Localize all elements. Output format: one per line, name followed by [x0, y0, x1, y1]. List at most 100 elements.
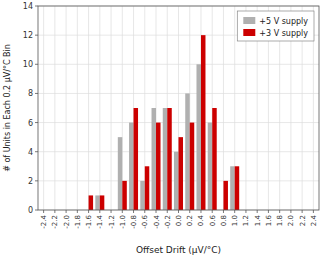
bar [167, 108, 171, 210]
y-tick [35, 122, 38, 123]
bar [196, 64, 200, 210]
x-grid-line [223, 6, 224, 210]
x-tick [268, 210, 269, 213]
x-tick-label: -1.4 [96, 214, 104, 228]
legend-swatch [243, 17, 255, 24]
bar [163, 108, 167, 210]
x-axis-label: Offset Drift (μV/°C) [136, 245, 221, 255]
x-tick [66, 210, 67, 213]
x-tick [122, 210, 123, 213]
x-tick-label: 2.4 [310, 214, 318, 226]
x-grid-line [99, 6, 100, 210]
legend-label: +5 V supply [259, 17, 308, 26]
x-tick [290, 210, 291, 213]
x-tick [200, 210, 201, 213]
x-tick [257, 210, 258, 213]
bar [235, 166, 239, 210]
x-tick-label: -1.8 [74, 215, 82, 229]
x-tick-label: -1.2 [108, 215, 116, 229]
x-tick-label: 1.0 [231, 215, 239, 226]
y-tick [35, 93, 38, 94]
x-tick [313, 210, 314, 213]
x-tick-label: 1.4 [254, 214, 262, 226]
bar [156, 123, 160, 210]
x-grid-line [54, 6, 55, 210]
bar [174, 152, 178, 210]
y-tick-label: 2 [28, 177, 33, 186]
x-grid-line [66, 6, 67, 210]
x-tick [178, 210, 179, 213]
x-grid-line [43, 6, 44, 210]
bar [152, 108, 156, 210]
x-tick [223, 210, 224, 213]
y-tick-label: 14 [23, 2, 33, 11]
x-tick [279, 210, 280, 213]
x-tick-label: -2.4 [40, 214, 48, 228]
y-tick [35, 180, 38, 181]
bar [179, 137, 183, 210]
x-grid-line [111, 6, 112, 210]
x-tick-label: 0.4 [197, 214, 205, 226]
x-tick-label: 1.2 [242, 215, 250, 226]
bar [208, 123, 212, 210]
x-tick [99, 210, 100, 213]
bar [129, 123, 133, 210]
plot-frame [38, 6, 319, 210]
x-tick [43, 210, 44, 213]
x-tick-label: -0.6 [141, 214, 149, 228]
x-tick-label: -0.4 [153, 214, 161, 228]
bar [212, 108, 216, 210]
chart: 02468101214-2.4-2.2-2.0-1.8-1.6-1.4-1.2-… [0, 0, 325, 258]
plot-background [38, 6, 319, 210]
bar [223, 181, 227, 210]
x-tick [302, 210, 303, 213]
bar [100, 195, 104, 210]
x-tick-label: -0.8 [130, 215, 138, 229]
x-tick [189, 210, 190, 213]
legend-label: +3 V supply [259, 29, 308, 38]
y-tick-label: 0 [28, 206, 33, 215]
y-tick-label: 12 [23, 31, 33, 40]
x-tick [167, 210, 168, 213]
bar [185, 93, 189, 210]
x-tick-label: 2.2 [299, 215, 307, 226]
x-tick-label: 2.0 [287, 215, 295, 226]
x-tick-label: 0.6 [209, 214, 217, 226]
y-tick-label: 4 [28, 148, 33, 157]
bar [118, 137, 122, 210]
bars [89, 35, 240, 210]
y-tick [35, 64, 38, 65]
y-axis-label: # of Units in Each 0.2 μV/°C Bin [3, 44, 12, 172]
x-tick-label: -0.2 [164, 215, 172, 229]
x-tick-label: 0.0 [175, 215, 183, 226]
y-tick-label: 6 [28, 119, 33, 128]
x-tick [234, 210, 235, 213]
x-tick [144, 210, 145, 213]
x-tick-label: -2.0 [63, 215, 71, 229]
y-tick [35, 35, 38, 36]
x-tick-label: -2.2 [51, 215, 59, 229]
x-tick [133, 210, 134, 213]
x-tick-label: 1.8 [276, 215, 284, 226]
y-tick-label: 8 [28, 89, 33, 98]
x-tick [111, 210, 112, 213]
bar [134, 108, 138, 210]
y-tick [35, 151, 38, 152]
x-grid-line [77, 6, 78, 210]
x-tick [156, 210, 157, 213]
bar [95, 195, 99, 210]
y-tick [35, 210, 38, 211]
y-tick [35, 6, 38, 7]
bar [145, 166, 149, 210]
x-tick-label: -1.6 [85, 214, 93, 228]
legend-swatch [243, 29, 255, 36]
legend: +5 V supply +3 V supply [237, 11, 314, 41]
y-tick-label: 10 [23, 60, 33, 69]
x-tick-label: 0.8 [220, 215, 228, 226]
legend-box [237, 11, 314, 41]
x-tick [77, 210, 78, 213]
x-tick-label: -1.0 [119, 215, 127, 229]
bar [89, 195, 93, 210]
x-tick [88, 210, 89, 213]
x-grid-line [88, 6, 89, 210]
